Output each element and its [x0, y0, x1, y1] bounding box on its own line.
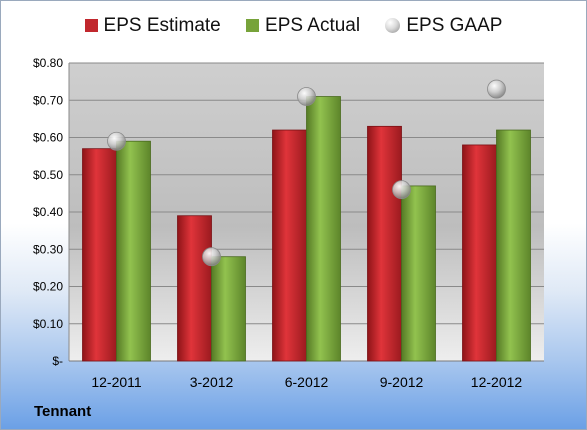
- bar-eps-actual: [496, 129, 531, 362]
- bar-eps-estimate: [272, 129, 307, 362]
- legend-swatch-actual: [246, 19, 260, 32]
- legend-marker-gaap: [385, 18, 401, 33]
- legend: EPS Estimate EPS Actual EPS GAAP: [1, 15, 586, 37]
- y-tick-label: $0.20: [33, 280, 63, 294]
- x-tick-label: 6-2012: [285, 374, 329, 390]
- marker-eps-gaap: [487, 79, 506, 99]
- y-tick-label: $0.30: [33, 242, 63, 256]
- y-tick-label: $0.60: [33, 131, 63, 145]
- bar-eps-actual: [116, 140, 151, 362]
- legend-item-gaap: EPS GAAP: [385, 15, 502, 37]
- y-tick-label: $-: [52, 354, 63, 368]
- bar-eps-actual: [401, 185, 436, 362]
- marker-eps-gaap: [107, 131, 126, 151]
- company-name: Tennant: [34, 403, 92, 420]
- legend-item-actual: EPS Actual: [246, 15, 360, 37]
- bar-eps-estimate: [177, 215, 212, 362]
- marker-eps-gaap: [297, 87, 316, 106]
- legend-label-actual: EPS Actual: [265, 15, 361, 36]
- legend-item-estimate: EPS Estimate: [84, 15, 221, 37]
- y-tick-label: $0.50: [33, 168, 63, 182]
- y-tick-label: $0.80: [33, 56, 63, 70]
- bar-eps-actual: [306, 96, 341, 362]
- bar-eps-estimate: [462, 144, 497, 362]
- x-tick-label: 9-2012: [380, 374, 424, 390]
- bar-eps-estimate: [367, 125, 402, 362]
- marker-eps-gaap: [202, 247, 221, 267]
- bar-eps-actual: [211, 256, 246, 362]
- x-tick-label: 12-2012: [471, 374, 523, 390]
- legend-label-gaap: EPS GAAP: [406, 15, 503, 36]
- bar-eps-estimate: [82, 148, 117, 362]
- x-tick-label: 12-2011: [91, 374, 142, 390]
- marker-eps-gaap: [392, 180, 411, 200]
- x-tick-label: 3-2012: [190, 374, 234, 390]
- legend-swatch-estimate: [84, 19, 98, 32]
- legend-label-estimate: EPS Estimate: [103, 15, 221, 36]
- y-tick-label: $0.70: [33, 93, 63, 107]
- y-tick-label: $0.10: [33, 317, 63, 331]
- y-tick-label: $0.40: [33, 205, 63, 219]
